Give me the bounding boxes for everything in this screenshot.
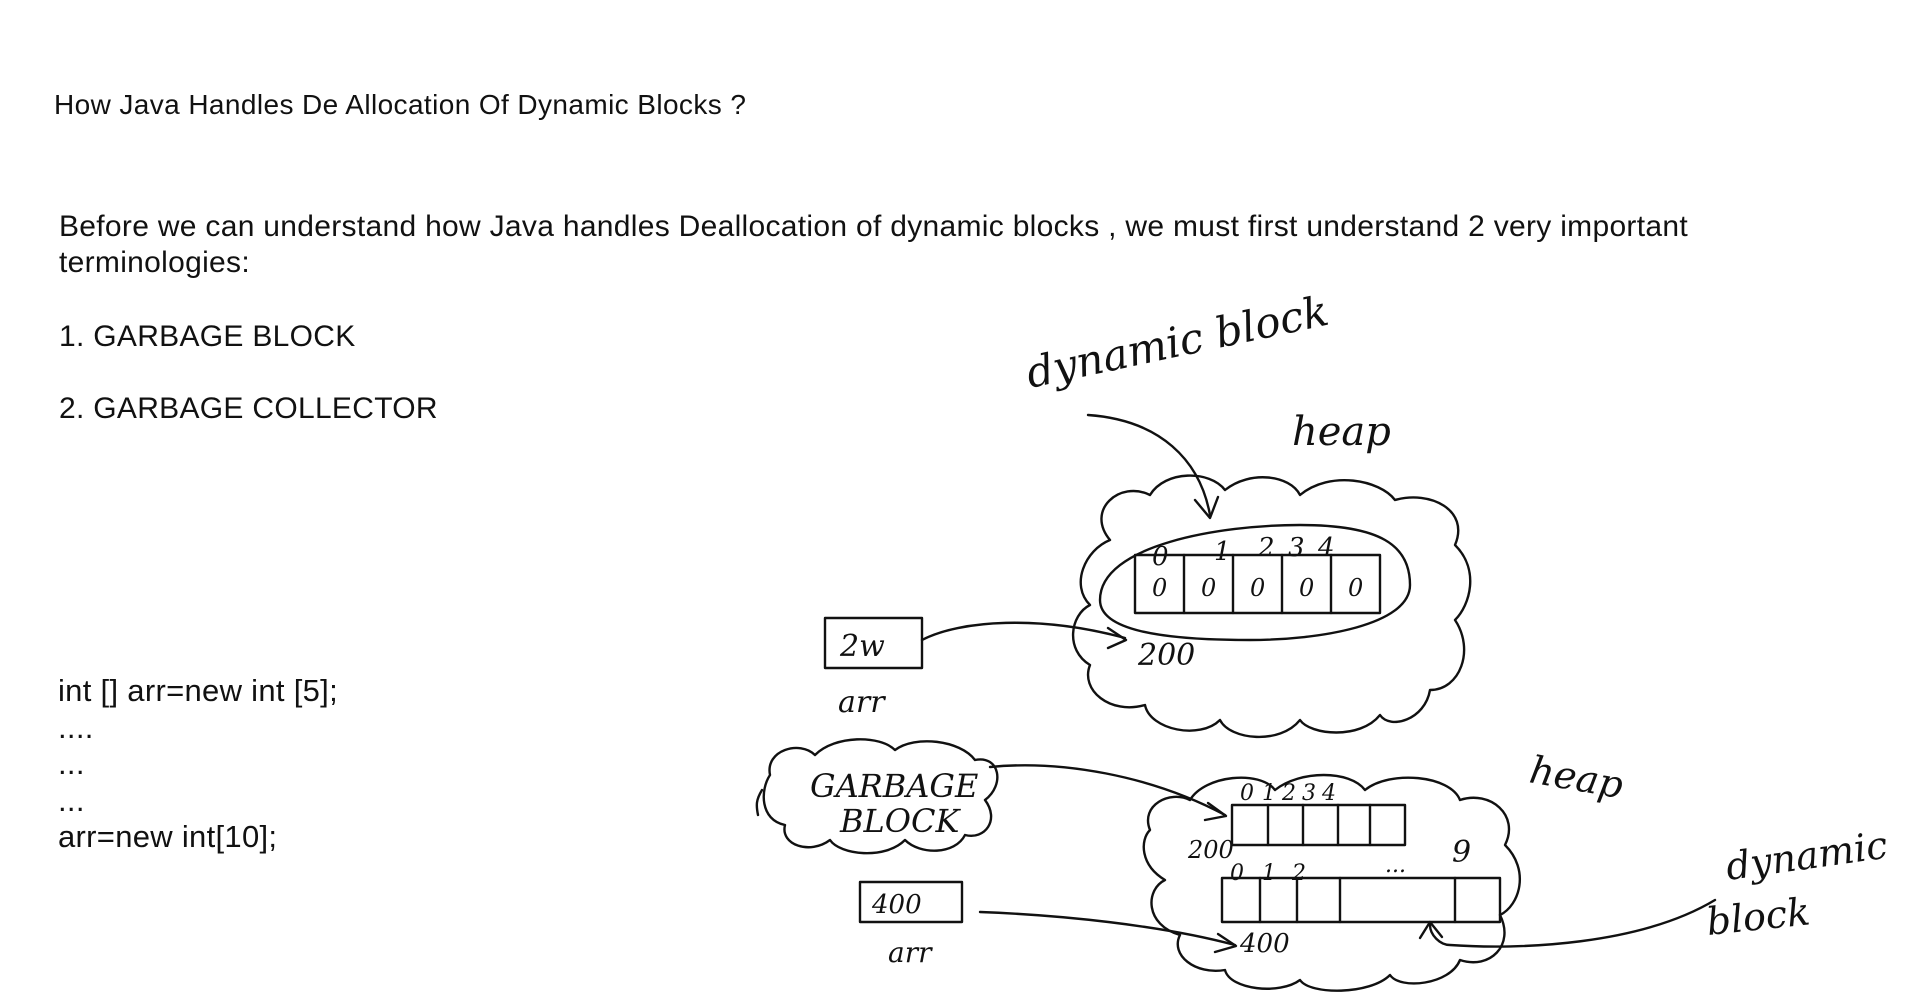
dynamic-block-arrowhead <box>1418 920 1444 940</box>
garbage-label: GARBAGE <box>810 767 978 805</box>
cell-values: 0 0 0 0 0 <box>1152 574 1363 602</box>
array-index: 1 <box>1262 781 1276 806</box>
arr-ref-value: 2w <box>839 629 885 664</box>
heap-cloud <box>1142 773 1521 992</box>
cell-value: 0 <box>1201 574 1216 602</box>
bottom-diagram: GARBAGE BLOCK heap 0 1 2 3 4 200 0 1 2 .… <box>755 738 1890 992</box>
big-index-row: 0 1 2 ... 9 <box>1230 835 1471 886</box>
array-index: 2 <box>1291 861 1306 886</box>
dynamic-block-arrowhead <box>1193 495 1220 520</box>
code-line: ... <box>58 782 85 818</box>
garbage-arrow <box>988 764 1227 817</box>
array-index: 3 <box>1288 533 1305 563</box>
arr-ref-label: arr <box>888 936 933 969</box>
arr-ref-box <box>823 616 924 670</box>
block-address: 200 <box>1137 638 1195 673</box>
new-block-address: 400 <box>1239 929 1290 959</box>
code-line: .... <box>58 709 94 745</box>
dynamic-block-arrow <box>1086 413 1212 517</box>
page-title: How Java Handles De Allocation Of Dynami… <box>54 89 747 120</box>
garbage-arrowhead <box>1203 801 1228 822</box>
code-line: arr=new int[10]; <box>58 819 278 854</box>
array-ellipse <box>1098 523 1412 642</box>
array-index: 0 <box>1230 861 1244 886</box>
cell-value: 0 <box>1250 574 1265 602</box>
old-block-address: 200 <box>1187 836 1234 864</box>
ref-arrow <box>978 910 1237 947</box>
dynamic-block-label: dynamic block <box>1022 286 1333 398</box>
array-index: 0 <box>1152 542 1169 572</box>
old-array-block <box>1230 803 1407 847</box>
code-snippet: int [] arr=new int [5]; .... ... ... arr… <box>58 673 338 856</box>
array-index: 3 <box>1302 781 1316 806</box>
ref-arrowhead <box>1106 626 1128 650</box>
heap-label: heap <box>1292 409 1391 455</box>
array-block <box>1133 553 1382 615</box>
cell-value: 0 <box>1299 574 1314 602</box>
arr-ref-value: 400 <box>871 890 922 920</box>
dynamic-block-label: dynamic <box>1723 823 1890 889</box>
array-index: ... <box>1385 853 1406 878</box>
intro-paragraph: Before we can understand how Java handle… <box>59 210 1688 279</box>
garbage-cloud-tail <box>755 788 764 817</box>
small-index-row: 0 1 2 3 4 <box>1240 781 1336 806</box>
array-index: 4 <box>1321 781 1336 806</box>
term-garbage-collector: 2. GARBAGE COLLECTOR <box>59 392 438 425</box>
array-index: 2 <box>1281 781 1296 806</box>
arr-ref-box <box>858 880 964 924</box>
heap-cloud <box>1071 474 1472 739</box>
code-line: int [] arr=new int [5]; <box>58 673 338 708</box>
arr-ref-label: arr <box>838 685 886 720</box>
new-array-block <box>1220 876 1502 924</box>
term-garbage-block: 1. GARBAGE BLOCK <box>59 320 356 353</box>
garbage-cloud <box>762 738 999 855</box>
array-index: 1 <box>1214 537 1231 567</box>
array-index: 9 <box>1452 835 1471 870</box>
ref-arrowhead <box>1213 932 1238 954</box>
ref-arrow <box>920 621 1127 642</box>
heap-label: heap <box>1526 748 1626 808</box>
array-index: 1 <box>1262 861 1276 886</box>
code-line: ... <box>58 746 85 781</box>
top-diagram: dynamic block heap 0 1 2 3 4 0 0 0 0 0 2… <box>823 286 1472 739</box>
array-index: 0 <box>1240 781 1254 806</box>
array-index: 2 <box>1257 533 1275 563</box>
cell-value: 0 <box>1152 574 1167 602</box>
garbage-label: BLOCK <box>839 802 961 840</box>
cell-value: 0 <box>1348 574 1363 602</box>
dynamic-block-label: block <box>1704 889 1812 944</box>
dynamic-block-arrow <box>1428 898 1717 948</box>
